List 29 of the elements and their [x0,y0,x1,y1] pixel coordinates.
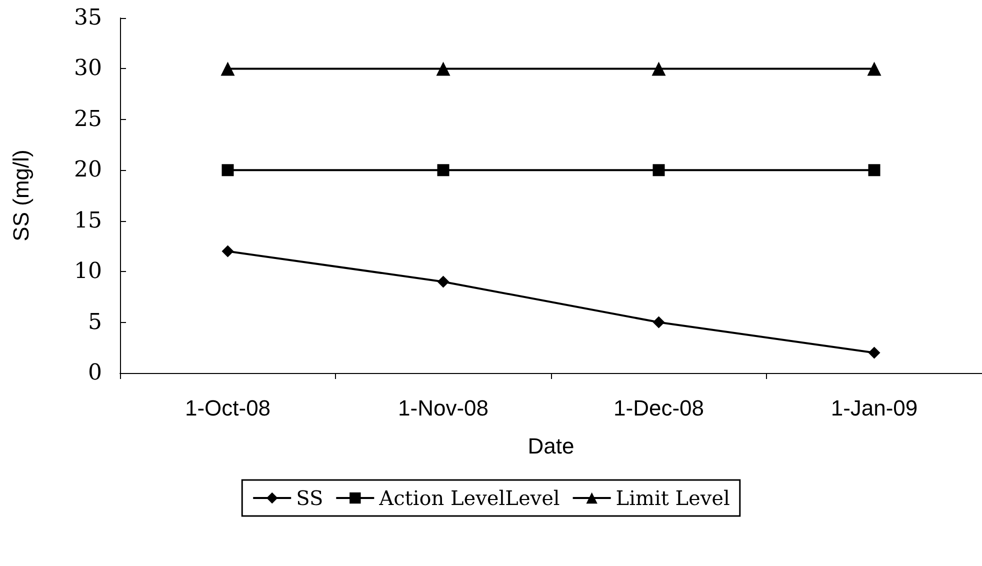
point [868,164,880,176]
point [652,164,665,176]
x-tick-label: 1-Dec-08 [614,396,704,420]
x-tick-label: 1-Jan-09 [830,396,918,420]
point [222,164,234,176]
x-tick-label: 1-Oct-08 [184,396,271,420]
y-tick-label: 20 [74,158,102,183]
point [868,346,880,359]
legend-label: Limit Level [616,486,730,510]
point [436,62,450,76]
point [220,62,235,76]
y-tick-label: 15 [74,208,102,234]
point [867,62,882,76]
x-axis-title: Date [528,434,574,458]
y-tick-label: 10 [74,259,102,284]
y-axis-title: SS (mg/l) [8,150,34,242]
point [652,62,666,76]
y-tick-label: 25 [74,106,102,132]
y-tick-label: 5 [88,310,102,335]
y-tick-label: 30 [74,56,102,82]
legend-label: Action LevelLevel [378,486,560,510]
y-tick-label: 0 [88,360,102,386]
point [437,276,450,288]
point [437,164,450,176]
legend-label: SS [296,486,324,510]
y-tick-label: 35 [74,6,102,30]
point [222,245,234,258]
x-tick-label: 1-Nov-08 [398,396,488,420]
point [652,316,665,328]
